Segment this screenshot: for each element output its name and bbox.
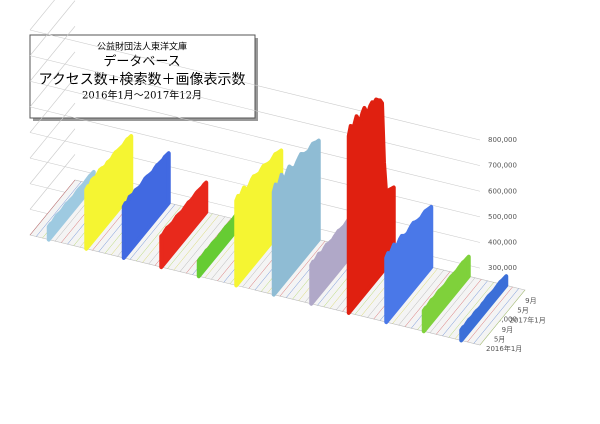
floor-stripe [436,279,482,335]
ribbon [384,204,434,325]
floor-stripe [179,216,226,272]
y-tick-label: 800,000 [488,136,517,144]
floor-stripe [467,286,513,343]
floor-stripe [129,204,176,260]
floor-stripe [173,214,219,271]
floor-stripe [136,205,182,262]
chart-heading: アクセス数+検索数＋画像表示数 [38,71,245,88]
x-tick-label: 2016年1月 [486,344,522,353]
grid-line [29,29,481,141]
floor-stripe [429,277,476,333]
chart-subtitle: データベース [103,54,180,70]
grid-line [29,128,76,184]
y-tick-label: 600,000 [488,187,517,195]
grid-line [29,154,76,210]
grid-line [29,55,481,166]
grid-line [29,51,76,108]
x-tick-label: 9月 [502,326,513,334]
x-tick-label: 9月 [525,297,536,305]
ribbon [46,170,96,242]
floor-stripe [29,179,76,236]
ribbon [84,134,134,251]
chart-title: 公益財団法人東洋文庫 [97,41,187,53]
floor-stripe [398,269,444,326]
plot-area: 100,000200,000300,000400,000500,000600,0… [29,0,546,353]
grid-line [29,77,76,133]
ribbon [159,180,209,270]
floor-stripe [473,288,519,344]
ribbon [234,148,284,288]
y-tick-label: 400,000 [488,239,517,247]
floor-stripe [442,280,488,336]
grid-line [29,0,76,56]
x-tick-label: 2017年1月 [509,315,545,324]
y-tick-label: 100,000 [488,315,517,323]
x-tick-label: 5月 [517,307,528,315]
grid-line [29,80,481,192]
ribbon [121,151,171,260]
floor-stripe [448,282,494,338]
floor-stripe [479,289,526,346]
ribbon [459,274,509,343]
ribbon [346,97,396,315]
ribbon [271,138,321,297]
grid-line [29,26,76,82]
y-tick-label: 300,000 [488,264,517,272]
chart-period: 2016年1月～2017年12月 [82,89,202,102]
grid-line [29,106,481,218]
y-tick-label: 700,000 [488,162,517,170]
floor-stripe [404,271,451,327]
title-box [29,34,256,119]
floor-stripe [392,268,438,324]
y-tick-label: 500,000 [488,213,517,221]
x-tick-label: 5月 [494,335,505,343]
floor-stripe [279,240,326,297]
grid-line [29,102,76,159]
grid-line [29,0,55,31]
ribbon [421,254,471,334]
floor-stripe [36,181,82,237]
floor-stripe [167,213,213,269]
